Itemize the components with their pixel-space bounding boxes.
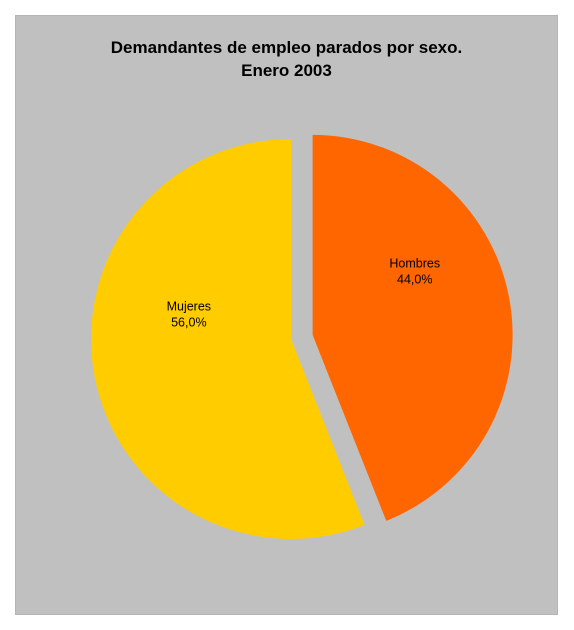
slice-label-hombres: Hombres [389, 256, 440, 270]
slice-value-hombres: 44,0% [397, 272, 432, 286]
slice-label-mujeres: Mujeres [167, 299, 211, 313]
slice-value-mujeres: 56,0% [171, 315, 206, 329]
pie-chart: Hombres 44,0% Mujeres 56,0% [91, 134, 513, 539]
pie-slice-mujeres [91, 139, 365, 539]
chart-title: Demandantes de empleo parados por sexo. … [16, 36, 557, 82]
chart-title-line-1: Demandantes de empleo parados por sexo. [110, 38, 463, 57]
pie-slice-hombres [312, 134, 513, 521]
chart-area: Demandantes de empleo parados por sexo. … [15, 15, 558, 615]
chart-title-line-2: Enero 2003 [241, 61, 332, 80]
